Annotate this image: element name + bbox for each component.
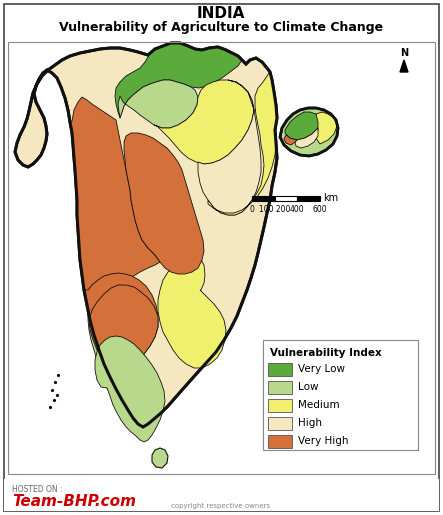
Polygon shape bbox=[280, 108, 338, 156]
Polygon shape bbox=[152, 448, 168, 468]
Polygon shape bbox=[198, 80, 261, 215]
Bar bbox=[252, 196, 275, 200]
Polygon shape bbox=[285, 112, 320, 140]
Text: Very High: Very High bbox=[298, 437, 349, 447]
Polygon shape bbox=[284, 135, 297, 145]
Text: Vulnerability of Agriculture to Climate Change: Vulnerability of Agriculture to Climate … bbox=[59, 21, 383, 33]
Polygon shape bbox=[15, 43, 277, 427]
Bar bbox=[263, 340, 418, 450]
Text: Team-BHP.com: Team-BHP.com bbox=[12, 494, 136, 509]
Text: High: High bbox=[298, 419, 322, 428]
Bar bbox=[4, 479, 439, 511]
Bar bbox=[275, 196, 297, 200]
Text: Medium: Medium bbox=[298, 401, 340, 410]
Text: INDIA: INDIA bbox=[197, 7, 245, 22]
Polygon shape bbox=[88, 310, 116, 401]
Polygon shape bbox=[89, 285, 158, 388]
Text: 0: 0 bbox=[249, 205, 254, 214]
Polygon shape bbox=[115, 43, 242, 118]
Polygon shape bbox=[70, 97, 160, 315]
Text: N: N bbox=[400, 48, 408, 58]
Polygon shape bbox=[386, 373, 392, 388]
Polygon shape bbox=[158, 255, 226, 368]
Polygon shape bbox=[295, 128, 318, 148]
Bar bbox=[268, 381, 292, 394]
Bar bbox=[268, 417, 292, 430]
Text: 400: 400 bbox=[290, 205, 305, 214]
Bar bbox=[268, 399, 292, 412]
Text: 100 200: 100 200 bbox=[259, 205, 290, 214]
Polygon shape bbox=[124, 133, 204, 274]
Polygon shape bbox=[385, 392, 390, 403]
Text: Low: Low bbox=[298, 383, 319, 392]
Polygon shape bbox=[388, 348, 394, 372]
Polygon shape bbox=[208, 72, 277, 215]
Text: 600: 600 bbox=[313, 205, 327, 214]
Text: Vulnerability Index: Vulnerability Index bbox=[270, 348, 382, 358]
Bar bbox=[8, 42, 435, 474]
Polygon shape bbox=[154, 80, 254, 164]
Polygon shape bbox=[400, 60, 408, 72]
Bar bbox=[268, 363, 292, 376]
Polygon shape bbox=[316, 112, 337, 144]
Polygon shape bbox=[95, 336, 165, 442]
Text: HOSTED ON :: HOSTED ON : bbox=[12, 485, 62, 494]
Text: km: km bbox=[323, 193, 338, 203]
Polygon shape bbox=[84, 273, 158, 389]
Bar bbox=[268, 435, 292, 448]
Text: Very Low: Very Low bbox=[298, 365, 345, 374]
Bar bbox=[297, 196, 320, 200]
Text: copyright respective owners: copyright respective owners bbox=[171, 503, 271, 509]
Polygon shape bbox=[118, 80, 198, 128]
